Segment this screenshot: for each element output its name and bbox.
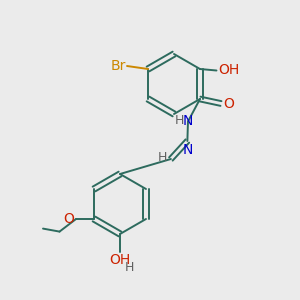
Text: O: O [64, 212, 74, 226]
Text: N: N [183, 114, 193, 128]
Text: H: H [158, 151, 167, 164]
Text: H: H [175, 114, 184, 127]
Text: O: O [224, 97, 234, 110]
Text: H: H [124, 261, 134, 274]
Text: OH: OH [218, 64, 239, 77]
Text: N: N [182, 142, 193, 157]
Text: Br: Br [110, 59, 125, 73]
Text: OH: OH [110, 254, 130, 268]
